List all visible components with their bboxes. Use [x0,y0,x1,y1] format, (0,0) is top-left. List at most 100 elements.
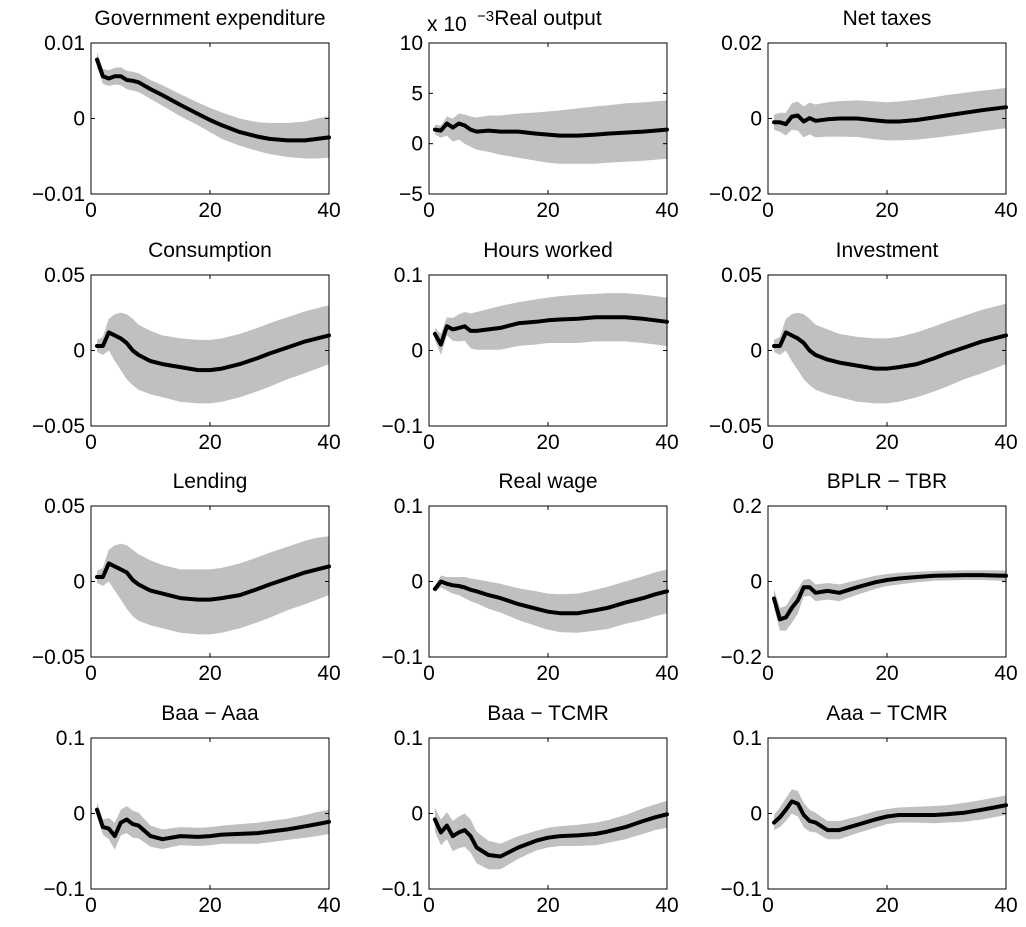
panel-title: Aaa − TCMR [826,702,948,725]
panel-title: Hours worked [483,239,613,262]
y-tick-label: 0.1 [733,727,762,750]
x-tick-label: 40 [317,199,340,222]
confidence-band [434,100,667,164]
x-tick-label: 0 [85,894,97,917]
panel-title: Net taxes [843,7,932,30]
y-tick-label: 0.1 [394,495,423,518]
median-response-line [772,799,1008,833]
median-response-line [432,812,669,859]
y-tick-label: −5 [399,183,423,206]
x-tick-label: 40 [994,431,1017,454]
y-tick-label: 0 [750,108,762,131]
confidence-band [434,569,667,633]
x-tick-label: 20 [875,431,898,454]
median-response-line [772,573,1008,622]
confidence-band [97,802,329,850]
x-tick-label: 40 [994,662,1017,685]
panel-title: Real wage [498,470,597,493]
x-tick-label: 40 [317,431,340,454]
confidence-band [97,536,329,635]
y-tick-label: 0 [411,571,423,594]
panel-title: BPLR − TBR [827,470,947,493]
y-tick-label: −0.1 [382,646,423,669]
y-tick-label: −0.2 [721,646,762,669]
y-tick-label: −0.05 [32,646,85,669]
x-tick-label: 0 [762,662,774,685]
x-tick-label: 0 [762,894,774,917]
median-response-line [95,57,331,143]
median-response-line [432,315,669,347]
y-tick-label: 0.05 [44,264,85,287]
x-tick-label: 0 [85,431,97,454]
confidence-band [774,87,1006,141]
y-tick-label: 0.02 [721,32,762,55]
y-tick-label: 0 [411,803,423,826]
panel-title: Investment [836,239,939,262]
confidence-band [774,570,1006,631]
panel-title: Lending [173,470,248,493]
y-tick-label: 0.1 [394,727,423,750]
y-tick-label: 0 [750,571,762,594]
median-response-line [432,579,669,616]
x-tick-label: 20 [536,199,559,222]
x-tick-label: 20 [536,894,559,917]
y-tick-label: 0.1 [56,727,85,750]
x-tick-label: 0 [762,199,774,222]
confidence-band [97,305,329,404]
y-tick-label: −0.05 [709,415,762,438]
y-tick-label: −0.02 [709,183,762,206]
y-tick-label: 0.2 [733,495,762,518]
median-response-line [772,105,1008,127]
y-tick-label: 0 [73,571,85,594]
x-tick-label: 20 [875,199,898,222]
y-tick-label: 0.01 [44,32,85,55]
y-tick-label: 0.1 [394,264,423,287]
y-tick-label: 0 [73,108,85,131]
y-tick-label: −0.1 [382,415,423,438]
x-tick-label: 20 [875,894,898,917]
y-tick-label: 0 [73,803,85,826]
y-tick-label: 0 [750,340,762,363]
x-tick-label: 20 [198,894,221,917]
x-tick-label: 40 [655,662,678,685]
median-response-line [772,330,1008,371]
confidence-band [97,52,329,159]
x-tick-label: 0 [423,894,435,917]
y-tick-label: 10 [400,32,423,55]
y-tick-label: 0 [73,340,85,363]
x-tick-label: 0 [85,199,97,222]
median-response-line [95,807,331,842]
x-tick-label: 0 [762,431,774,454]
y-tick-label: 0 [750,803,762,826]
y-tick-label: 0 [411,133,423,156]
confidence-band [434,800,667,870]
y-tick-label: −0.1 [382,878,423,901]
confidence-band [434,293,667,355]
y-tick-label: −0.05 [32,415,85,438]
y-tick-label: −0.1 [721,878,762,901]
x-tick-label: 40 [655,894,678,917]
panel-title: Consumption [148,239,272,262]
x-tick-label: 20 [198,199,221,222]
axis-scale-exponent: −3 [477,8,494,25]
x-tick-label: 20 [875,662,898,685]
y-tick-label: 0 [411,340,423,363]
x-tick-label: 40 [655,199,678,222]
median-response-line [432,121,669,138]
panel-title: Government expenditure [94,7,325,30]
x-tick-label: 20 [198,662,221,685]
x-tick-label: 0 [423,431,435,454]
x-tick-label: 20 [536,662,559,685]
